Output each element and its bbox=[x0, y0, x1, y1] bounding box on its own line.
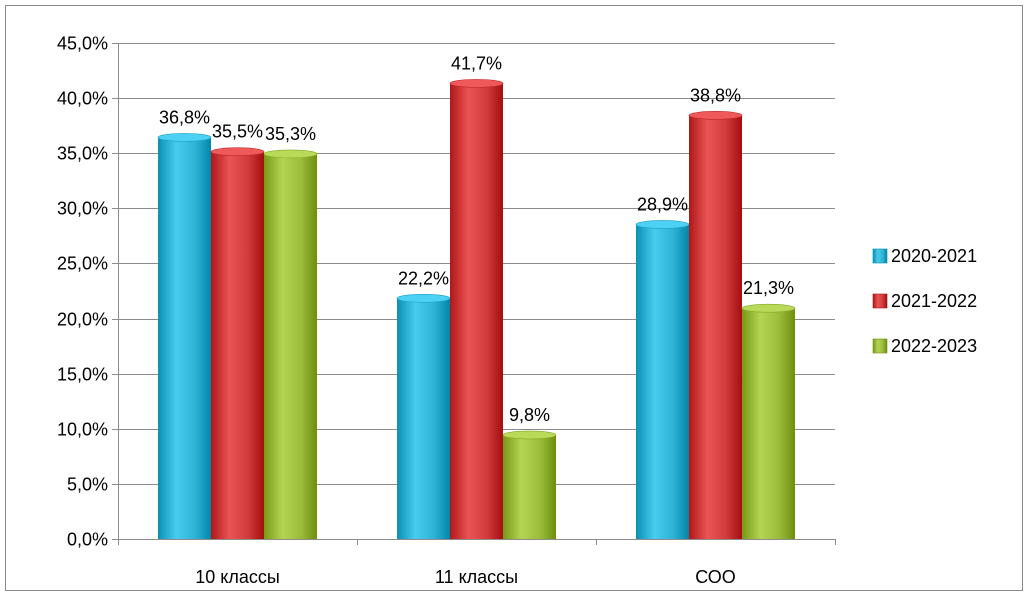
data-labels: 36,8% 22,2% 28,9% 35,5% 41,7% 38,8% 35,3% 9,8% 2… bbox=[159, 53, 794, 425]
bar bbox=[688, 111, 743, 540]
legend-swatch bbox=[872, 248, 888, 264]
x-tick-label: 11 классы bbox=[435, 567, 518, 587]
x-tick-label: 10 классы bbox=[195, 567, 280, 587]
bar bbox=[263, 149, 318, 539]
bar bbox=[741, 303, 796, 539]
y-tick-label: 15,0% bbox=[57, 365, 108, 385]
legend-label: 2022-2023 bbox=[891, 336, 977, 356]
legend: 2020-2021 2021-2022 2022-2023 bbox=[872, 246, 977, 356]
data-label: 41,7% bbox=[451, 53, 502, 73]
data-label: 21,3% bbox=[743, 278, 794, 298]
y-tick-label: 25,0% bbox=[57, 254, 108, 274]
legend-item: 2021-2022 bbox=[872, 291, 977, 311]
legend-swatch bbox=[872, 338, 888, 354]
y-tick-label: 10,0% bbox=[57, 420, 108, 440]
axes: 0,0% 5,0% 10,0% 15,0% 20,0% 25,0% 30,0% 35,0% 40… bbox=[57, 34, 836, 587]
data-label: 35,3% bbox=[265, 124, 316, 144]
y-tick-label: 40,0% bbox=[57, 89, 108, 109]
data-label: 9,8% bbox=[509, 405, 550, 425]
legend-item: 2022-2023 bbox=[872, 336, 977, 356]
bar bbox=[502, 430, 557, 539]
x-tick-label: СОО bbox=[695, 567, 736, 587]
data-label: 22,2% bbox=[398, 268, 449, 288]
legend-label: 2021-2022 bbox=[891, 291, 977, 311]
y-tick-label: 0,0% bbox=[67, 530, 108, 550]
y-tick-label: 45,0% bbox=[57, 34, 108, 54]
y-tick-label: 5,0% bbox=[67, 475, 108, 495]
bar bbox=[396, 294, 451, 539]
data-label: 35,5% bbox=[212, 122, 263, 142]
legend-item: 2020-2021 bbox=[872, 246, 977, 266]
y-tick-label: 35,0% bbox=[57, 144, 108, 164]
data-label: 28,9% bbox=[637, 194, 688, 214]
bars bbox=[157, 79, 796, 540]
bar bbox=[157, 133, 212, 540]
y-tick-label: 30,0% bbox=[57, 199, 108, 219]
legend-label: 2020-2021 bbox=[891, 246, 977, 266]
bar bbox=[635, 220, 690, 540]
data-label: 36,8% bbox=[159, 107, 210, 127]
bar bbox=[449, 79, 504, 539]
bar bbox=[210, 147, 265, 539]
y-tick-label: 20,0% bbox=[57, 310, 108, 330]
data-label: 38,8% bbox=[690, 85, 741, 105]
legend-swatch bbox=[872, 293, 888, 309]
